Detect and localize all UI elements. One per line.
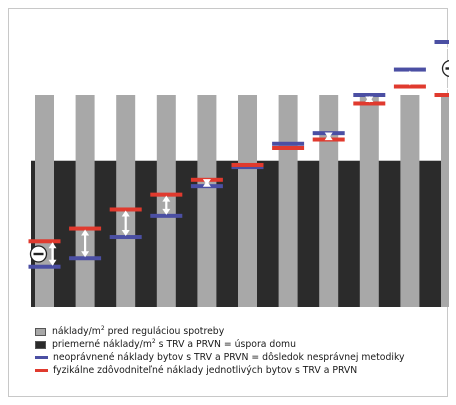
cost-bar <box>116 95 136 307</box>
arrow-head <box>162 208 171 215</box>
arrow-head <box>162 195 171 202</box>
cost-bar <box>35 95 54 307</box>
legend: náklady/m2 pred reguláciou spotreby prie… <box>35 325 405 377</box>
arrow-head <box>202 179 211 186</box>
arrow-head <box>365 96 374 103</box>
legend-swatch-red <box>35 369 48 372</box>
chart-frame: náklady/m2 pred reguláciou spotreby prie… <box>8 8 449 397</box>
unjustified-cost-mark <box>434 40 449 44</box>
arrow-head <box>121 230 130 237</box>
legend-swatch-dark <box>35 340 46 349</box>
legend-item-unjustified-costs: neoprávnené náklady bytov s TRV a PRVN =… <box>35 351 405 364</box>
legend-swatch-gray <box>35 327 46 336</box>
unjustified-cost-mark <box>353 93 386 97</box>
unjustified-cost-mark <box>109 235 142 240</box>
minus-sign <box>33 252 44 256</box>
unjustified-cost-mark <box>231 165 264 170</box>
cost-bar <box>400 95 420 307</box>
arrow-head <box>446 45 449 49</box>
legend-label: fyzikálne zdôvodniteľné náklady jednotli… <box>53 365 358 376</box>
arrow-head <box>324 132 333 139</box>
physical-cost-mark <box>272 146 305 150</box>
cost-bar <box>238 95 257 307</box>
physical-cost-mark <box>434 93 449 97</box>
arrow-head <box>81 251 90 258</box>
cost-bar <box>197 95 217 307</box>
cost-bar <box>75 95 95 307</box>
physical-cost-mark <box>28 239 61 244</box>
unjustified-cost-mark <box>393 67 426 72</box>
physical-cost-mark <box>393 84 426 89</box>
physical-cost-mark <box>150 192 183 197</box>
plus-sign-h <box>445 67 449 70</box>
arrow-head <box>446 88 449 92</box>
arrow-head <box>48 242 57 249</box>
arrow-head <box>121 210 130 217</box>
arrow-head <box>405 79 414 86</box>
legend-label: priemerné náklady/m2 s TRV a PRVN = úspo… <box>52 338 296 351</box>
legend-swatch-blue <box>35 356 48 359</box>
legend-label: neoprávnené náklady bytov s TRV a PRVN =… <box>53 352 405 363</box>
arrow-head <box>48 259 57 266</box>
unjustified-cost-mark <box>69 256 102 261</box>
unjustified-cost-mark <box>272 141 305 146</box>
cost-bar <box>359 95 379 307</box>
unjustified-cost-mark <box>150 213 183 218</box>
physical-cost-mark <box>109 207 142 212</box>
legend-item-physical-costs: fyzikálne zdôvodniteľné náklady jednotli… <box>35 364 405 377</box>
cost-chart <box>28 40 449 307</box>
physical-cost-mark <box>353 101 386 106</box>
unjustified-cost-mark <box>28 264 61 269</box>
cost-bar <box>319 95 339 307</box>
legend-label: náklady/m2 pred reguláciou spotreby <box>52 325 225 338</box>
physical-cost-mark <box>69 226 102 231</box>
arrow-head <box>81 229 90 236</box>
legend-item-average-costs: priemerné náklady/m2 s TRV a PRVN = úspo… <box>35 338 405 351</box>
arrow-head <box>405 70 414 77</box>
physical-cost-mark <box>231 162 264 167</box>
cost-bar <box>441 95 449 307</box>
cost-bar <box>278 95 298 307</box>
legend-item-costs-before: náklady/m2 pred reguláciou spotreby <box>35 325 405 338</box>
